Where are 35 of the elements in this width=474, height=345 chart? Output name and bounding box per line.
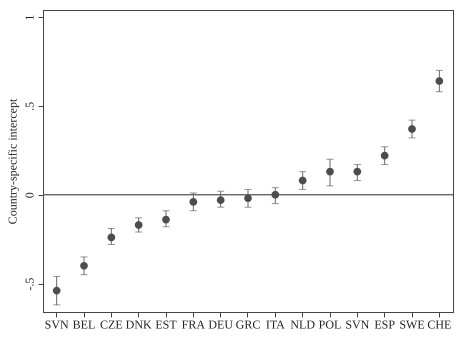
point — [435, 77, 444, 85]
y-tick-label: 0 — [22, 192, 36, 198]
point — [52, 286, 61, 295]
x-tick-label: NLD — [290, 318, 316, 332]
point — [189, 198, 198, 206]
x-tick-label: CHE — [427, 318, 452, 332]
x-tick-label: POL — [318, 318, 342, 332]
y-axis-title: Country-specific intercept — [6, 98, 20, 224]
point — [271, 190, 280, 199]
x-tick-label: SVN — [44, 318, 69, 332]
point — [326, 168, 334, 176]
point — [380, 152, 389, 160]
x-tick-label: ESP — [374, 318, 396, 332]
x-tick-label: EST — [155, 318, 178, 332]
x-tick-label: GRC — [236, 318, 260, 332]
x-tick-label: DEU — [208, 318, 234, 332]
x-tick-label: SWE — [399, 318, 425, 332]
point — [162, 216, 170, 224]
y-tick-label: .5 — [22, 102, 36, 111]
point — [298, 176, 307, 184]
x-tick-label: ITA — [266, 318, 286, 332]
y-tick-label: 1 — [22, 14, 36, 21]
x-tick-label: SVN — [345, 318, 370, 332]
point — [107, 234, 116, 242]
point — [134, 221, 143, 229]
point — [408, 125, 416, 133]
x-tick-label: CZE — [100, 318, 123, 332]
point — [244, 194, 252, 202]
x-tick-label: FRA — [182, 318, 206, 332]
point — [353, 168, 362, 176]
point — [80, 262, 88, 270]
y-tick-label: -.5 — [22, 278, 36, 291]
x-tick-label: DNK — [126, 318, 152, 332]
x-tick-label: BEL — [72, 318, 96, 332]
point — [216, 196, 225, 204]
